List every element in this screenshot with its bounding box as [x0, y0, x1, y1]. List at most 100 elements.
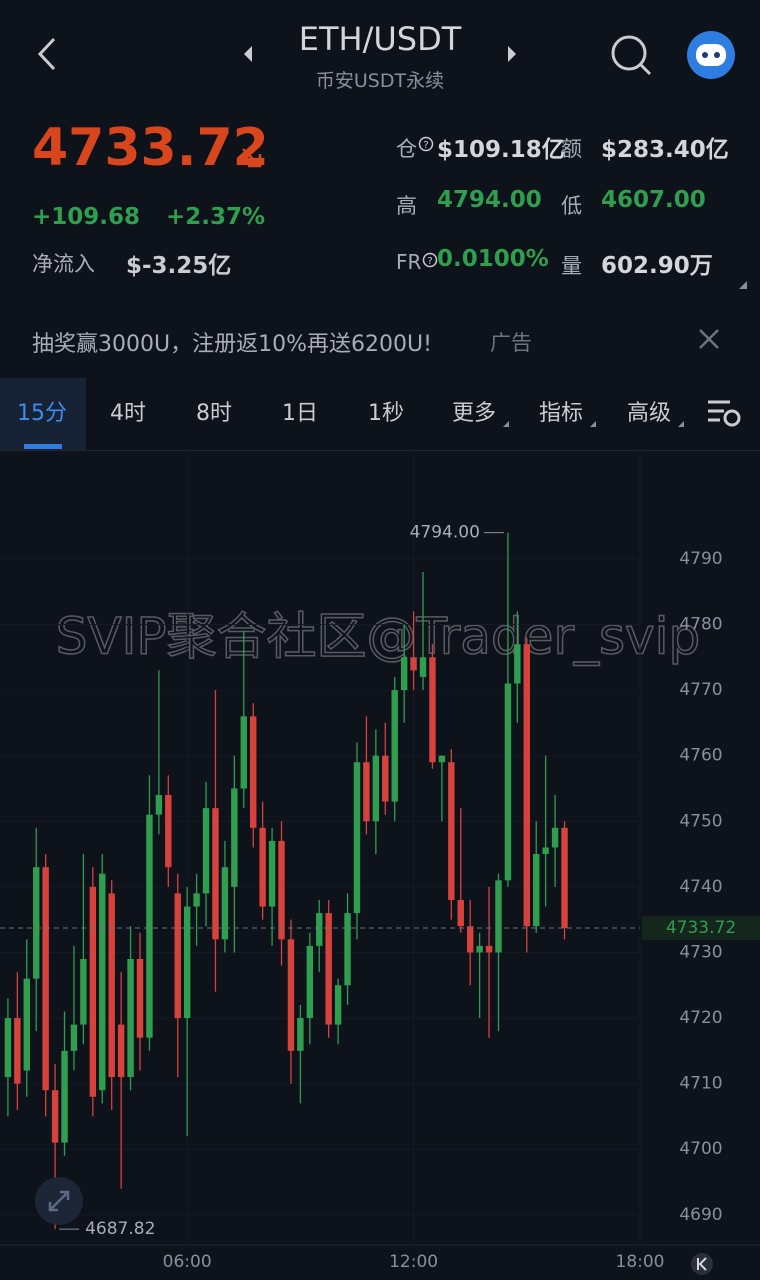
stat-value: $283.40亿 — [601, 137, 729, 163]
back-button[interactable] — [34, 36, 60, 72]
symbol-subtitle: 币安USDT永续 — [315, 70, 445, 92]
stat-label: 仓 — [396, 137, 417, 161]
candle-body — [419, 657, 427, 677]
candle-body — [193, 893, 200, 907]
y-tick-label: 4690 — [679, 1205, 722, 1225]
candle-body — [136, 959, 144, 1038]
svg-text:?: ? — [427, 256, 432, 267]
stat-value: 602.90万 — [601, 253, 713, 279]
candle-body — [278, 840, 285, 940]
candle-body — [438, 755, 446, 763]
y-tick-label: 4780 — [679, 614, 722, 634]
timeframe-tab[interactable]: 1日 — [282, 401, 318, 426]
timeframe-tab[interactable]: 8时 — [196, 401, 232, 426]
y-tick-label: 4730 — [679, 942, 722, 962]
candle-body — [51, 1090, 59, 1143]
watermark: SVIP聚合社区@Trader_svip — [56, 608, 701, 666]
candle-body — [155, 795, 163, 815]
dropdown-mark — [503, 421, 509, 427]
y-tick-label: 4740 — [679, 877, 722, 897]
y-tick-label: 4700 — [679, 1139, 722, 1159]
timeframe-tab[interactable]: 4时 — [110, 401, 146, 426]
candle-body — [325, 913, 332, 1025]
y-tick-label: 4710 — [679, 1074, 722, 1094]
x-tick-label: 06:00 — [163, 1252, 212, 1272]
candle-body — [33, 867, 40, 979]
tab-selected-bg — [0, 378, 86, 450]
x-tick-label: 18:00 — [616, 1252, 665, 1272]
tab-indicator — [24, 444, 62, 449]
candle-body — [485, 945, 493, 953]
y-tick-label: 4720 — [679, 1008, 722, 1028]
scroll-latest[interactable] — [690, 1252, 714, 1276]
info-icon[interactable]: ? — [418, 136, 434, 152]
candle-body — [108, 893, 115, 1078]
candle-body — [476, 945, 483, 953]
last-price: 4733.72 — [32, 118, 269, 178]
stat-value: $109.18亿 — [437, 137, 565, 163]
svg-text:?: ? — [423, 140, 428, 151]
last-price-tag — [642, 916, 760, 941]
candle-body — [523, 644, 530, 927]
candle-body — [174, 893, 181, 1019]
inflow-label: 净流入 — [32, 252, 95, 276]
ad-text[interactable]: 抽奖赢3000U，注册返10%再送6200U! — [32, 332, 432, 357]
timeframe-tab[interactable]: 1秒 — [368, 401, 404, 426]
candle-body — [89, 886, 97, 1097]
y-tick-label: 4770 — [679, 680, 722, 700]
timeframe-tab[interactable]: 更多 — [451, 401, 496, 426]
candle-body — [165, 795, 172, 868]
avatar[interactable] — [686, 30, 736, 80]
fullscreen-button[interactable] — [34, 1176, 84, 1226]
stat-value: 0.0100% — [437, 246, 549, 272]
timeframe-tab[interactable]: 指标 — [538, 401, 583, 426]
inflow-value: $-3.25亿 — [126, 253, 232, 279]
info-icon[interactable]: ? — [422, 252, 438, 268]
stat-value: 4794.00 — [437, 187, 542, 213]
candle-body — [14, 1018, 21, 1084]
candle-body — [23, 978, 30, 1071]
timeframe-tab[interactable]: 15分 — [17, 401, 67, 426]
candle-body — [259, 827, 266, 907]
prev-symbol[interactable] — [242, 45, 254, 63]
candle-body — [70, 1024, 78, 1051]
next-symbol[interactable] — [506, 45, 518, 63]
timeframe-tab[interactable]: 高级 — [626, 401, 671, 426]
close-ad[interactable] — [698, 328, 720, 350]
stat-label: 额 — [561, 137, 582, 161]
y-tick-label: 4760 — [679, 746, 722, 766]
candle-body — [457, 899, 464, 927]
settings-icon[interactable] — [706, 398, 744, 430]
stat-value: 4607.00 — [601, 187, 706, 213]
candle-body — [466, 926, 474, 953]
stat-label: 高 — [396, 194, 417, 218]
candle-body — [42, 867, 49, 1091]
candle-body — [231, 788, 238, 887]
symbol-title[interactable]: ETH/USDT — [298, 20, 462, 58]
candle-body — [495, 880, 502, 953]
candle-body — [287, 939, 295, 1051]
y-tick-label: 4790 — [679, 549, 722, 569]
divider — [0, 450, 760, 451]
last-price-label: 4733.72 — [666, 918, 736, 938]
candle-body — [250, 716, 257, 828]
candle-body — [363, 762, 370, 822]
candle-body — [400, 657, 408, 691]
candle-body — [551, 827, 559, 848]
search-icon[interactable] — [608, 32, 654, 78]
candle-body — [297, 1018, 304, 1051]
candle-body — [448, 762, 455, 900]
candle-body — [372, 755, 380, 822]
expand-corner[interactable] — [738, 280, 748, 290]
high-label: 4794.00 — [410, 523, 480, 543]
x-tick-label: 12:00 — [389, 1252, 438, 1272]
candle-body — [353, 762, 361, 914]
candle-body — [4, 1018, 12, 1078]
candle-body — [61, 1050, 68, 1143]
down-arrow — [242, 148, 262, 168]
candle-body — [146, 814, 153, 1038]
candle-body — [80, 959, 87, 1025]
change: +109.68 — [32, 204, 141, 230]
